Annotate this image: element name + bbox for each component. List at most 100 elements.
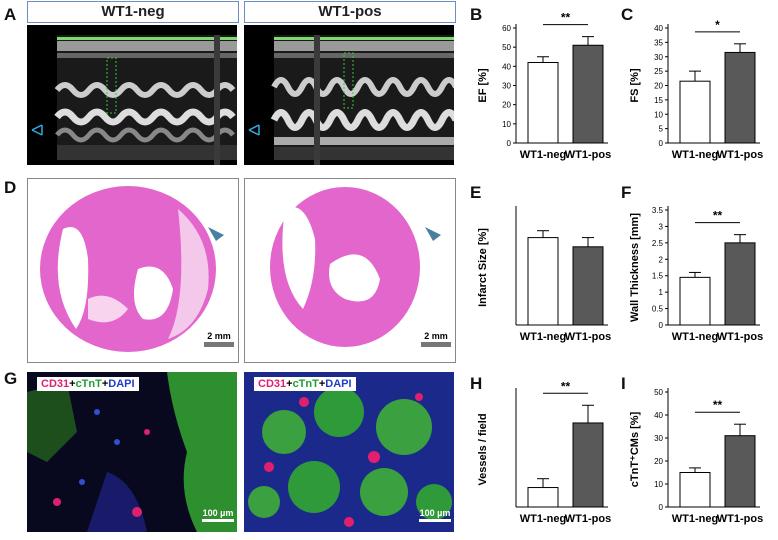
bar-wt1-pos [724,242,756,326]
echo-image-wt1-pos [244,25,454,165]
stain-legend-left: CD31+cTnT+DAPI [37,377,139,391]
bar-wt1-neg [679,472,711,508]
chart-infarct-size: Infarct Size [%] WT1-neg WT1-pos [470,188,620,353]
echo-header-wt1-pos: WT1-pos [244,1,456,23]
y-tick-label: 0 [507,139,512,148]
significance-marker: * [715,18,720,32]
y-tick-label: 25 [654,67,663,76]
y-tick-label: 10 [654,480,663,489]
echo-image-wt1-neg [27,25,237,165]
category-label: WT1-pos [717,149,763,161]
category-label: WT1-pos [717,513,763,525]
category-label: WT1-neg [672,331,718,343]
stain-plus: + [318,378,326,390]
panel-letter-d: D [4,178,17,197]
y-tick-label: 1.5 [652,272,664,281]
stain-plus: + [286,378,293,390]
y-tick-label: 2.5 [652,239,664,248]
y-tick-label: 30 [654,434,663,443]
y-tick-label: 3.5 [652,206,664,215]
histology-frame-wt1-pos: 2 mm [244,178,456,363]
y-tick-label: 2 [659,255,664,264]
y-tick-label: 15 [654,96,663,105]
y-tick-label: 0.5 [652,305,664,314]
y-tick-label: 3 [659,222,664,231]
stain-cd31: CD31 [41,378,70,390]
y-tick-label: 40 [654,411,663,420]
category-label: WT1-neg [520,331,566,343]
scale-bar-immuno-pos: 100 µm [419,508,451,522]
significance-marker: ** [713,209,723,223]
y-tick-label: 30 [654,53,663,62]
panel-letter-h: H [470,374,483,393]
arrow-icon [425,227,441,241]
chart-wall-svg: Wall Thickness [mm] 0 0.5 1 1.5 2 2.5 3 3.5 WT1-n… [629,206,763,343]
y-tick-label: 40 [502,62,511,71]
chart-wall-thickness: Wall Thickness [mm] 0 0.5 1 1.5 2 2.5 3 3.5 WT1-n… [622,188,772,353]
category-label: WT1-pos [565,331,611,343]
bar-wt1-neg [527,487,559,508]
m-mode-trace-pos [248,35,454,165]
y-tick-label: 35 [654,38,663,47]
panel-letter-c: C [621,5,634,24]
y-axis-label: Wall Thickness [mm] [629,213,641,322]
bar-wt1-pos [572,422,604,508]
panel-letter-f: F [621,183,632,202]
scale-label-pos: 2 mm [424,331,448,341]
bar-wt1-neg [679,80,711,144]
y-tick-label: 20 [502,101,511,110]
stain-ctnt: cTnT [75,378,102,390]
y-tick-label: 0 [659,321,664,330]
y-axis-label: cTnT⁺CMs [%] [629,411,641,487]
stain-dapi: DAPI [108,378,135,390]
category-label: WT1-neg [520,149,566,161]
y-tick-label: 60 [502,24,511,33]
arrow-icon [208,227,224,241]
panel-letter-a: A [4,5,17,24]
bar-wt1-neg [527,237,559,326]
y-tick-label: 1 [659,288,664,297]
y-axis-label: Infarct Size [%] [477,228,489,307]
scale-bar-immuno-neg: 100 µm [202,508,234,522]
heart-section-pos [270,187,420,347]
stain-plus: + [69,378,76,390]
axis-gizmo-icon [248,124,260,136]
bar-wt1-pos [572,44,604,144]
immuno-image-wt1-neg: 100 µm [27,372,237,532]
y-tick-label: 50 [654,388,663,397]
bar-wt1-neg [527,62,559,144]
y-axis-label: Vessels / field [477,413,489,485]
bar-wt1-neg [679,276,711,326]
axis-gizmo-icon [31,124,43,136]
panel-letter-b: B [470,5,483,24]
y-tick-label: 30 [502,82,511,91]
stain-plus: + [101,378,109,390]
echo-header-wt1-neg: WT1-neg [27,1,239,23]
scale-label-neg: 2 mm [207,331,231,341]
y-tick-label: 40 [654,24,663,33]
y-axis-label: EF [%] [477,68,489,103]
scale-label-immuno-neg: 100 µm [202,508,234,518]
y-tick-label: 20 [654,457,663,466]
immuno-image-wt1-pos: 100 µm [244,372,454,532]
stain-cd31: CD31 [258,378,287,390]
bar-wt1-pos [724,435,756,508]
y-axis-label: FS [%] [629,68,641,103]
panel-letter-i: I [621,374,626,393]
y-tick-label: 10 [502,120,511,129]
chart-vessels: Vessels / field WT1-neg WT1-pos ** [470,370,620,535]
heart-section-neg [40,186,216,352]
significance-marker: ** [561,11,571,25]
category-label: WT1-pos [565,149,611,161]
y-tick-label: 0 [659,139,664,148]
chart-ef: EF [%] 0 10 20 30 40 50 60 WT1-neg WT1-pos ** [470,6,620,171]
m-mode-trace-neg [31,35,237,165]
bar-wt1-pos [724,51,756,144]
scale-bar-pos: 2 mm [421,331,451,347]
scale-label-immuno-pos: 100 µm [419,508,451,518]
y-tick-label: 10 [654,110,663,119]
